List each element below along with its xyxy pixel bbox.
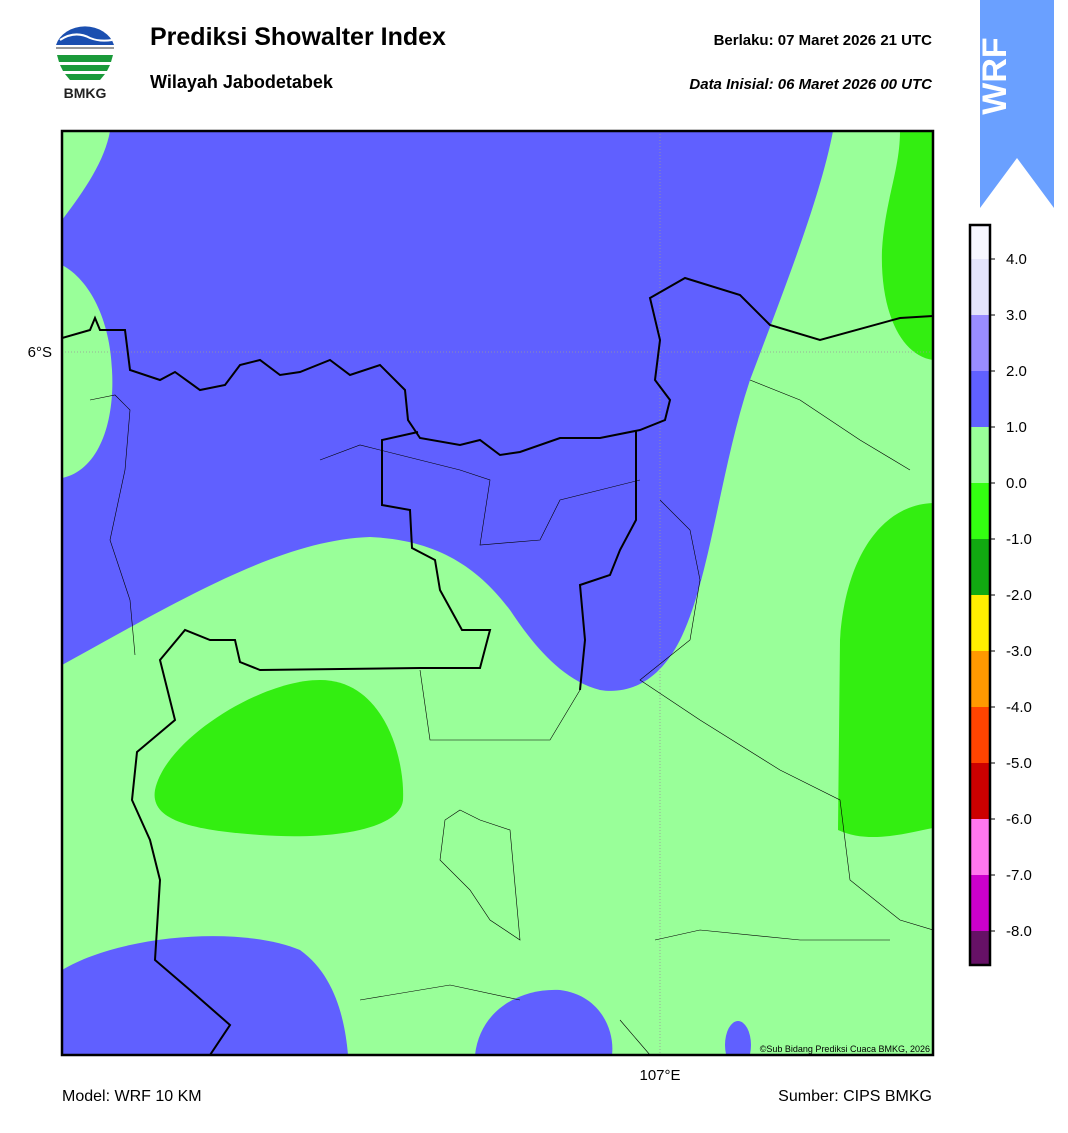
valid-time: Berlaku: 07 Maret 2026 21 UTC <box>714 32 933 49</box>
credit: ©Sub Bidang Prediksi Cuaca BMKG, 2026 <box>760 1044 930 1054</box>
colorbar-segment <box>970 875 990 931</box>
colorbar-segment <box>970 651 990 707</box>
colorbar-segment <box>970 707 990 763</box>
colorbar-tick-label: -1.0 <box>1006 531 1032 548</box>
colorbar-tick-label: -4.0 <box>1006 699 1032 716</box>
colorbar-tick-label: 0.0 <box>1006 475 1027 492</box>
lon-label: 107°E <box>639 1067 680 1084</box>
logo: BMKG <box>56 26 114 101</box>
colorbar-tick-label: -6.0 <box>1006 811 1032 828</box>
colorbar-segment <box>970 427 990 483</box>
badge-text: WRF <box>976 37 1014 114</box>
title: Prediksi Showalter Index <box>150 23 446 51</box>
colorbar-segment <box>970 763 990 819</box>
lat-label: 6°S <box>28 344 52 361</box>
badge <box>980 0 1054 208</box>
colorbar-tick-label: -8.0 <box>1006 923 1032 940</box>
colorbar-segment <box>970 483 990 539</box>
init-time: Data Inisial: 06 Maret 2026 00 UTC <box>689 76 933 93</box>
colorbar-tick-label: 1.0 <box>1006 419 1027 436</box>
colorbar-tick-label: -7.0 <box>1006 867 1032 884</box>
colorbar-tick-label: -3.0 <box>1006 643 1032 660</box>
colorbar-segment <box>970 819 990 875</box>
colorbar-segment <box>970 371 990 427</box>
colorbar: 4.0 3.0 2.0 1.0 0.0 -1.0 -2.0 -3.0 -4.0 -5.0 -6.0 -… <box>968 223 1032 967</box>
map-frame <box>60 129 935 1057</box>
colorbar-tick-label: 4.0 <box>1006 251 1027 268</box>
logo-text: BMKG <box>64 85 107 101</box>
source-label: Sumber: CIPS BMKG <box>778 1088 932 1105</box>
colorbar-segment <box>970 595 990 651</box>
map: ©Sub Bidang Prediksi Cuaca BMKG, 2026 <box>62 131 933 1055</box>
colorbar-segment <box>970 225 990 259</box>
colorbar-segment <box>970 539 990 595</box>
colorbar-segment <box>970 931 990 965</box>
colorbar-tick-label: -2.0 <box>1006 587 1032 604</box>
subtitle: Wilayah Jabodetabek <box>150 72 334 92</box>
model-label: Model: WRF 10 KM <box>62 1088 202 1105</box>
colorbar-segment <box>970 315 990 371</box>
colorbar-tick-label: -5.0 <box>1006 755 1032 772</box>
colorbar-tick-label: 2.0 <box>1006 363 1027 380</box>
colorbar-segment <box>970 259 990 315</box>
colorbar-tick-label: 3.0 <box>1006 307 1027 324</box>
